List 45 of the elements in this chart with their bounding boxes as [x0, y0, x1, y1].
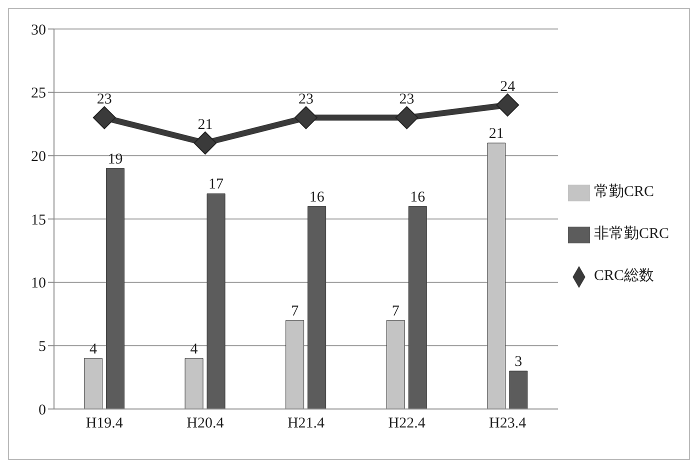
bar — [308, 206, 326, 409]
point — [92, 106, 116, 130]
legend-label: CRC総数 — [594, 268, 654, 284]
bar — [487, 142, 506, 409]
point — [294, 106, 318, 130]
bar — [84, 358, 102, 409]
legend-label: 常勤CRC — [594, 184, 654, 200]
data-label: 7 — [291, 303, 300, 320]
x-tick-label: H20.4 — [186, 416, 224, 432]
x-tick-label: H22.4 — [388, 416, 426, 432]
y-tick-label: 0 — [38, 402, 46, 418]
y-tick-label: 25 — [31, 86, 46, 102]
bar — [106, 168, 124, 409]
data-label: 23 — [399, 92, 414, 108]
data-label: 23 — [298, 92, 314, 108]
data-label: 3 — [514, 354, 522, 370]
data-label: 21 — [488, 126, 504, 142]
x-tick-label: H19.4 — [86, 416, 124, 432]
y-tick-label: 10 — [31, 276, 46, 292]
x-tick-label: H23.4 — [489, 416, 527, 432]
data-label: 16 — [410, 189, 426, 206]
point — [395, 106, 418, 130]
x-tick-label: H21.4 — [287, 416, 326, 432]
data-label: 21 — [198, 117, 213, 133]
bar — [184, 358, 204, 409]
point — [496, 94, 520, 116]
bar — [408, 206, 427, 409]
bar — [386, 320, 405, 409]
bar — [509, 370, 528, 409]
y-tick-label: 20 — [31, 148, 46, 165]
data-label: 23 — [96, 92, 112, 108]
bar — [286, 320, 304, 409]
legend-label: 非常勤CRC — [594, 226, 669, 242]
point — [194, 132, 217, 154]
bar — [206, 193, 226, 409]
y-tick-label: 5 — [38, 338, 46, 355]
data-label: 4 — [190, 341, 198, 358]
data-label: 19 — [108, 151, 123, 168]
data-label: 4 — [89, 341, 98, 358]
data-label: 17 — [208, 176, 224, 193]
data-label: 7 — [392, 303, 400, 320]
y-tick-label: 15 — [31, 212, 46, 228]
data-label: 24 — [500, 79, 516, 95]
y-tick-label: 30 — [31, 22, 46, 38]
data-label: 16 — [309, 189, 325, 206]
